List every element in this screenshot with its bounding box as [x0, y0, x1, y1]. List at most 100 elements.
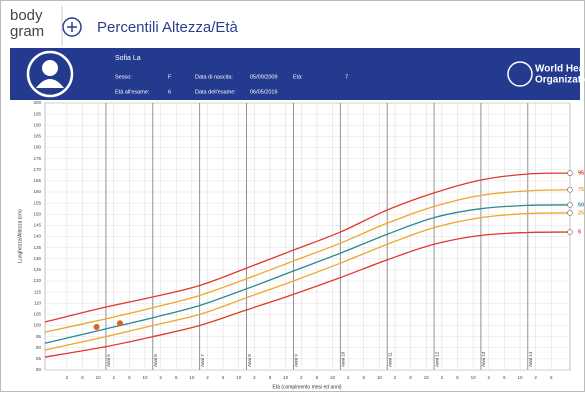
y-tick-label: 190 — [33, 122, 41, 127]
y-axis-label: Lunghezza/Altezza (cm) — [17, 209, 23, 263]
percentile-line — [44, 189, 571, 333]
minor-x-tick-label: 6 — [81, 375, 84, 380]
minor-x-tick-label: 10 — [424, 375, 430, 380]
y-tick-label: 80 — [36, 367, 42, 372]
minor-x-tick-label: 6 — [550, 375, 553, 380]
minor-x-tick-label: 2 — [300, 375, 303, 380]
minor-x-tick-label: 2 — [534, 375, 537, 380]
minor-x-tick-label: 6 — [316, 375, 319, 380]
who-emblem — [507, 61, 533, 87]
minor-x-tick-label: 2 — [159, 375, 162, 380]
logo-plus — [67, 22, 77, 32]
y-tick-label: 85 — [36, 356, 42, 361]
legend-label: 5 — [578, 230, 581, 236]
field-label: Data dell'esame: — [195, 89, 236, 95]
y-tick-label: 185 — [33, 134, 41, 139]
measurement — [93, 324, 100, 331]
minor-x-tick-label: 6 — [503, 375, 506, 380]
logo-circle — [62, 17, 82, 37]
y-tick-label: 155 — [33, 200, 41, 205]
y-tick-label: 140 — [33, 234, 41, 239]
minor-x-tick-label: 6 — [409, 375, 412, 380]
y-tick-label: 120 — [33, 278, 41, 283]
minor-x-tick-label: 2 — [206, 375, 209, 380]
legend-label: 75 — [578, 187, 584, 193]
minor-x-tick-label: 10 — [283, 375, 289, 380]
y-tick-label: 100 — [33, 323, 41, 328]
org-name: World Health — [535, 64, 585, 75]
patient-name: Sofia La — [115, 55, 141, 62]
patient-band — [10, 48, 580, 100]
x-tick-label: Anni 11 — [387, 352, 392, 367]
x-tick-label: Anni 14 — [528, 351, 533, 367]
field-label: Sesso: — [115, 74, 132, 80]
end-marker — [567, 202, 573, 208]
minor-x-tick-label: 2 — [66, 375, 69, 380]
avatar-head — [42, 60, 58, 76]
org-name: Organization — [535, 75, 585, 86]
minor-x-tick-label: 10 — [471, 375, 477, 380]
page-title: Percentili Altezza/Età — [97, 19, 239, 36]
percentile-line — [44, 231, 571, 358]
y-tick-label: 180 — [33, 145, 41, 150]
x-tick-label: Anni 5 — [106, 354, 111, 367]
y-tick-label: 150 — [33, 211, 41, 216]
minor-x-tick-label: 6 — [456, 375, 459, 380]
y-tick-label: 165 — [33, 178, 41, 183]
y-tick-label: 90 — [36, 345, 42, 350]
legend-label: 95 — [578, 171, 584, 177]
minor-x-tick-label: 10 — [142, 375, 148, 380]
percentile-line — [44, 172, 571, 323]
y-tick-label: 130 — [33, 256, 41, 261]
x-tick-label: Anni 8 — [247, 354, 252, 367]
minor-x-tick-label: 10 — [377, 375, 383, 380]
y-tick-label: 200 — [33, 100, 41, 105]
field-value: 6 — [168, 89, 171, 95]
x-tick-label: Anni 6 — [153, 354, 158, 367]
y-tick-label: 110 — [34, 300, 42, 305]
x-tick-label: Anni 12 — [434, 351, 439, 367]
percentile-line — [44, 204, 571, 344]
minor-x-tick-label: 6 — [175, 375, 178, 380]
y-tick-label: 170 — [33, 167, 41, 172]
minor-x-tick-label: 6 — [269, 375, 272, 380]
minor-x-tick-label: 10 — [517, 375, 523, 380]
field-label: Data di nascita: — [195, 74, 233, 80]
minor-x-tick-label: 6 — [222, 375, 225, 380]
logo-top: body — [10, 7, 43, 24]
minor-x-tick-label: 2 — [487, 375, 490, 380]
end-marker — [567, 229, 573, 235]
minor-x-tick-label: 2 — [253, 375, 256, 380]
field-label: Età all'esame: — [115, 89, 150, 95]
field-label: Età: — [293, 74, 303, 80]
minor-x-tick-label: 10 — [189, 375, 195, 380]
y-tick-label: 160 — [33, 189, 41, 194]
y-tick-label: 135 — [33, 245, 41, 250]
field-value: 05/09/2009 — [250, 74, 278, 80]
minor-x-tick-label: 6 — [128, 375, 131, 380]
end-marker — [567, 186, 573, 193]
minor-x-tick-label: 2 — [112, 375, 115, 380]
x-tick-label: Anni 7 — [200, 354, 205, 367]
avatar — [26, 50, 74, 98]
avatar-body — [36, 79, 64, 88]
minor-x-tick-label: 2 — [441, 375, 444, 380]
end-marker — [567, 170, 573, 176]
x-axis-label: Età (compimento mesi ed anni) — [272, 384, 342, 390]
y-tick-label: 145 — [33, 223, 41, 228]
end-marker — [567, 210, 573, 216]
minor-x-tick-label: 2 — [347, 375, 350, 380]
legend-label: 25 — [578, 210, 584, 216]
minor-x-tick-label: 10 — [96, 375, 102, 380]
logo-bottom: gram — [10, 23, 44, 40]
y-tick-label: 175 — [33, 156, 41, 161]
measurement — [117, 320, 123, 327]
x-tick-label: Anni 10 — [341, 351, 346, 367]
x-tick-label: Anni 13 — [481, 351, 486, 367]
y-tick-label: 195 — [33, 111, 41, 116]
y-tick-label: 105 — [33, 312, 41, 317]
legend-label: 50 — [578, 202, 584, 208]
x-tick-label: Anni 9 — [294, 354, 299, 367]
